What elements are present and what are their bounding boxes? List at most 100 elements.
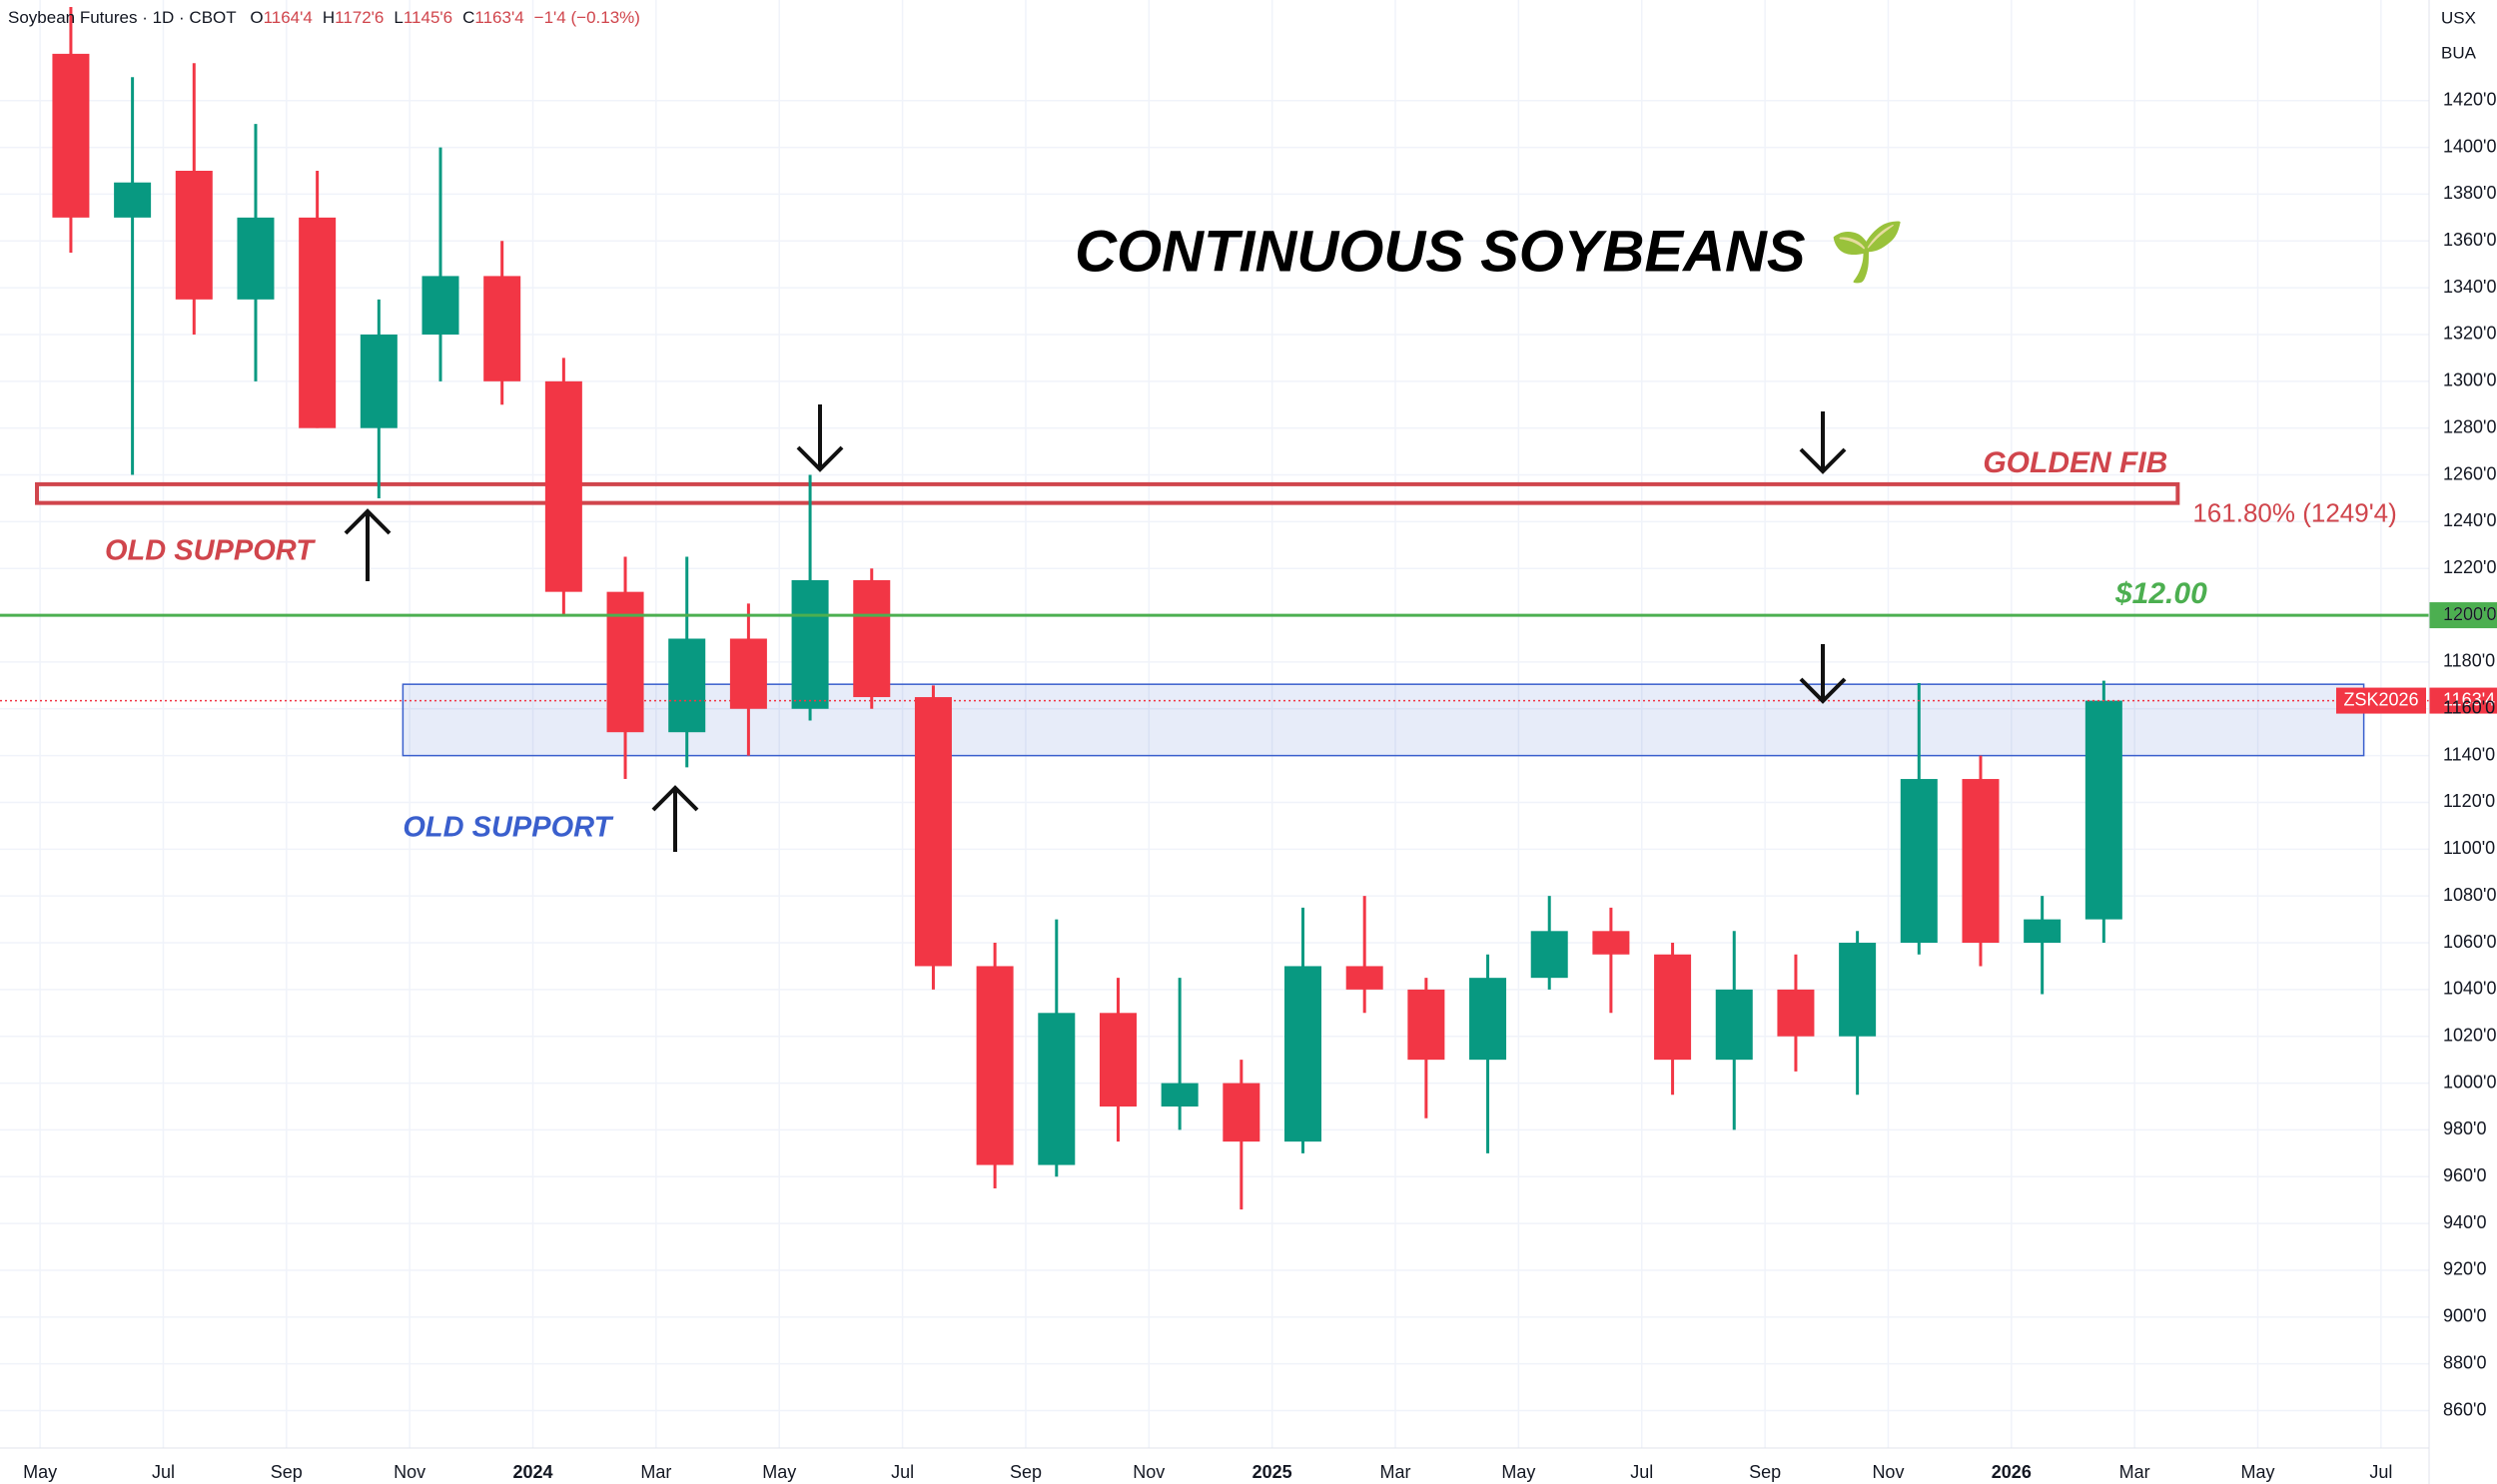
y-tick-label: 1420'0 [2443,89,2497,109]
candle-body [1284,966,1322,1142]
y-tick-label: 1120'0 [2443,791,2495,811]
y-tick-label: 1000'0 [2443,1072,2497,1092]
level-text: $12.00 [2114,577,2207,610]
y-tick-label: 1260'0 [2443,463,2497,483]
x-tick-label: Mar [2119,1462,2150,1482]
symbol: Soybean Futures · 1D · CBOT [8,8,236,27]
x-tick-label: Nov [1872,1462,1904,1482]
arrows [344,404,1847,852]
candle-body [1038,1013,1076,1165]
zones [35,481,2365,757]
candle-body [1962,779,2000,944]
x-tick-label: 2026 [1992,1462,2032,1482]
x-tick-label: Sep [1749,1462,1781,1482]
ohlc-value: 1145'6 [404,8,452,27]
y-tick-label: 920'0 [2443,1259,2486,1279]
annotation: OLD SUPPORT [105,535,316,567]
candle-body [853,579,891,698]
x-tick-label: Sep [1010,1462,1042,1482]
axis-header: BUA [2441,43,2477,62]
y-tick-label: 1280'0 [2443,416,2497,436]
candle-body [2084,700,2122,920]
symbol-badge [2336,687,2426,714]
price-badge-label: 1163'4 [2443,689,2495,709]
y-tick-label: 960'0 [2443,1165,2486,1185]
candle-body [729,638,767,709]
arrow-down [796,404,844,472]
x-tick-label: Nov [1133,1462,1165,1482]
y-tick-label: 1200'0 [2443,604,2497,624]
chart-title: CONTINUOUS SOYBEANS 🌱 [1075,219,1904,284]
y-tick-label: 1080'0 [2443,885,2497,905]
candle-body [360,334,398,428]
candle-body [2024,919,2062,944]
candle-body [1223,1083,1260,1142]
y-tick-label: 940'0 [2443,1212,2486,1232]
candle-body [914,697,952,967]
y-tick-label: 1100'0 [2443,838,2495,858]
candle-body [976,966,1014,1165]
candle-body [52,53,90,218]
candle-body [668,638,706,733]
candle-body [175,171,213,300]
candle-body [1161,1083,1199,1107]
zone-label: 161.80% (1249'4) [2192,498,2396,528]
x-tick-label: Mar [640,1462,671,1482]
ohlc-key: L [394,8,403,27]
candle-body [483,276,521,381]
y-tick-label: 1180'0 [2443,651,2495,671]
x-tick-label: Jul [1630,1462,1653,1482]
arrow-down [1799,411,1847,474]
zone-title: GOLDEN FIB [1983,446,2167,479]
axis-header: USX [2441,8,2476,27]
ohlc-value: 1163'4 [474,8,523,27]
y-tick-label: 1220'0 [2443,557,2497,577]
y-tick-label: 1020'0 [2443,1025,2497,1045]
candle-body [299,217,337,428]
arrow-up [651,785,699,852]
x-tick-label: Jul [891,1462,914,1482]
overlay: GOLDEN FIB 161.80% (1249'4) OLD SUPPORT $12… [0,446,2497,843]
candle-body [1592,931,1630,955]
x-tick-label: May [23,1462,57,1482]
ohlc-value: 1164'4 [264,8,313,27]
y-tick-label: 900'0 [2443,1306,2486,1326]
candle-body [1099,1013,1137,1107]
zone [35,481,2180,505]
arrow-up [344,508,392,581]
candle-body [606,591,644,733]
candle-body [1654,954,1692,1061]
candle-body [791,579,829,709]
x-tick-label: Jul [2369,1462,2392,1482]
x-tick-label: Mar [1380,1462,1411,1482]
y-tick-label: 1320'0 [2443,324,2497,344]
y-tick-label: 1060'0 [2443,932,2497,952]
zone [402,683,2365,757]
header: Soybean Futures · 1D · CBOT O1164'4 H1172'… [8,8,640,27]
change: −1'4 (−0.13%) [534,8,640,27]
y-tick-label: 1400'0 [2443,136,2497,156]
candle-body [544,380,582,592]
price-badge-label: 1200'0 [2443,604,2497,624]
candle-body [114,182,152,218]
y-tick-label: 1240'0 [2443,510,2497,530]
ohlc-key: H [323,8,335,27]
y-tick-label: 1040'0 [2443,979,2497,999]
symbol-label: ZSK2026 [2343,689,2418,709]
candle-body [1839,943,1877,1037]
grid [0,0,2429,1448]
candles [52,7,2122,1210]
candle-body [1407,989,1445,1061]
candle-body [1900,779,1938,944]
x-tick-label: Sep [271,1462,303,1482]
candle-body [1715,989,1753,1061]
x-tick-label: Nov [394,1462,425,1482]
candle-body [237,217,275,300]
y-tick-label: 880'0 [2443,1352,2486,1372]
x-tick-label: May [1501,1462,1535,1482]
x-tick-label: 2024 [512,1462,552,1482]
zone-label: OLD SUPPORT [403,811,613,843]
y-tick-label: 980'0 [2443,1118,2486,1138]
